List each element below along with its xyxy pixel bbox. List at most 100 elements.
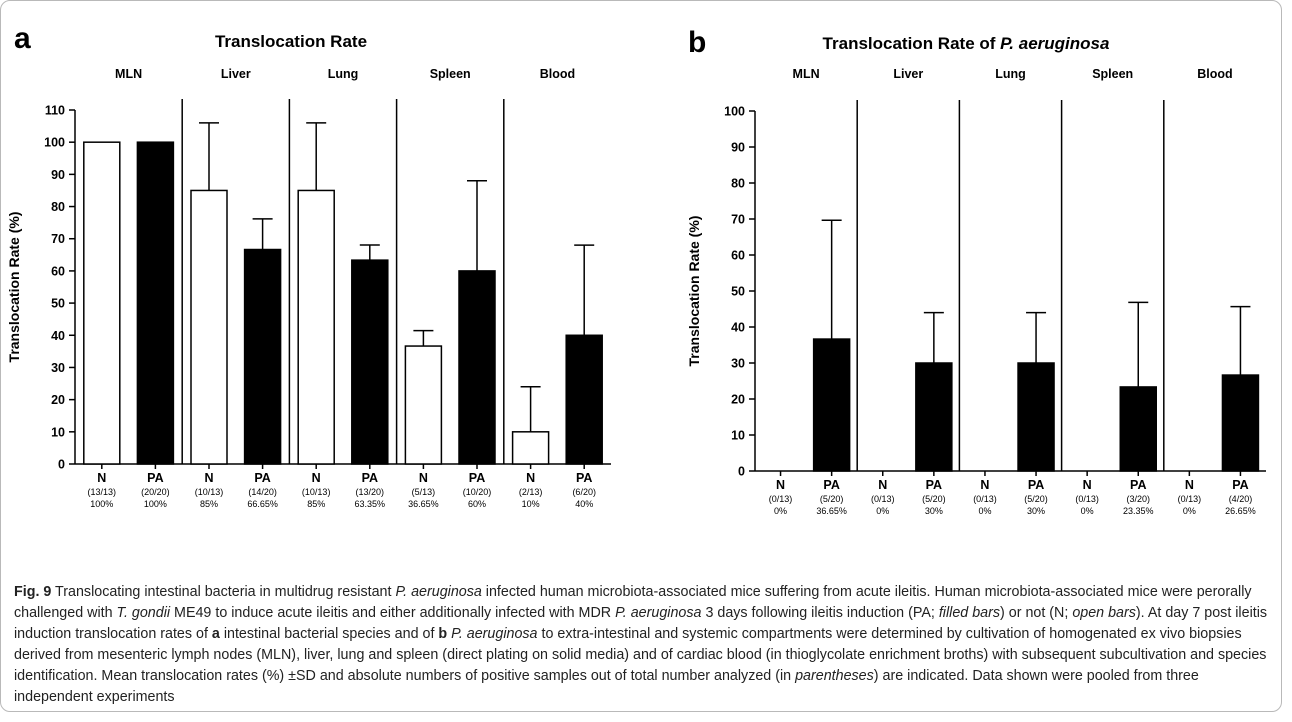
caption-text: 3 days following ileitis induction (PA;	[701, 605, 939, 621]
group-header: Lung	[995, 67, 1026, 81]
x-count-label: (0/13)	[871, 494, 895, 504]
y-tick-label: 80	[731, 177, 745, 191]
x-tick-label: PA	[926, 478, 942, 492]
caption-italic: parentheses	[795, 668, 874, 684]
x-percent-label: 85%	[307, 499, 325, 509]
caption-text: ). At day 7 post ileitis induction trans…	[14, 605, 1268, 642]
y-tick-label: 70	[731, 213, 745, 227]
y-tick-label: 100	[724, 105, 745, 119]
bar	[812, 338, 851, 472]
group-header: Liver	[893, 67, 923, 81]
panel-a-chart: Translocation Rate (%) 0 10 20 30 40 50 60 70 80 9…	[8, 67, 611, 509]
figure-svg: a Translocation Rate Translocation Rate …	[8, 22, 1266, 516]
x-count-label: (0/13)	[973, 494, 997, 504]
y-tick-label: 20	[51, 393, 65, 407]
caption-italic: P. aeruginosa	[395, 584, 482, 600]
x-count-label: (5/20)	[820, 494, 844, 504]
x-tick-label: N	[526, 471, 535, 485]
panel-b-letter: b	[688, 26, 706, 59]
caption-italic: open bars	[1072, 605, 1136, 621]
x-percent-label: 30%	[925, 506, 943, 516]
y-tick-label: 10	[51, 425, 65, 439]
bar	[1221, 374, 1260, 472]
bar	[1119, 386, 1157, 472]
y-tick-label: 60	[731, 249, 745, 263]
x-percent-label: 0%	[774, 506, 787, 516]
figure-caption: Fig. 9 Translocating intestinal bacteria…	[14, 582, 1272, 708]
bar	[511, 431, 550, 465]
bar	[136, 141, 175, 465]
y-tick-label: 40	[731, 321, 745, 335]
x-count-label: (0/13)	[1075, 494, 1099, 504]
caption-text: to extra-intestinal and systemic compart…	[14, 626, 1267, 684]
caption-text: Translocating intestinal bacteria in mul…	[51, 584, 396, 600]
x-tick-label: N	[776, 478, 785, 492]
x-tick-label: PA	[576, 471, 592, 485]
figure-frame	[0, 0, 1282, 712]
caption-text: intestinal bacterial species and of	[219, 626, 439, 642]
x-percent-label: 0%	[1081, 506, 1094, 516]
y-tick-label: 70	[51, 232, 65, 246]
x-tick-label: N	[97, 471, 106, 485]
y-tick-label: 50	[731, 285, 745, 299]
panel-b-title: Translocation Rate of P. aeruginosa	[823, 34, 1110, 53]
y-axis-label: Translocation Rate (%)	[686, 216, 702, 367]
x-tick-label: N	[1185, 478, 1194, 492]
x-percent-label: 36.65%	[816, 506, 847, 516]
caption-italic: P. aeruginosa	[451, 626, 538, 642]
x-count-label: (10/20)	[463, 487, 492, 497]
x-percent-label: 100%	[90, 499, 113, 509]
bar	[565, 334, 603, 465]
y-tick-label: 110	[45, 104, 65, 118]
x-count-label: (14/20)	[248, 487, 277, 497]
x-count-label: (2/13)	[519, 487, 543, 497]
x-percent-label: 63.35%	[355, 499, 386, 509]
panel-a-title: Translocation Rate	[215, 32, 367, 51]
panel-b-title-italic: P. aeruginosa	[1000, 34, 1109, 53]
group-header: MLN	[793, 67, 820, 81]
caption-bold: b	[438, 626, 448, 642]
x-tick-label: PA	[1130, 478, 1146, 492]
y-axis-label: Translocation Rate (%)	[8, 212, 22, 363]
x-percent-label: 0%	[978, 506, 991, 516]
x-percent-label: 66.65%	[247, 499, 278, 509]
x-count-label: (5/20)	[922, 494, 946, 504]
x-tick-label: PA	[1028, 478, 1044, 492]
caption-italic: T. gondii	[116, 605, 171, 621]
group-header: MLN	[115, 67, 142, 81]
bar	[915, 362, 953, 472]
x-percent-label: 10%	[522, 499, 540, 509]
bar	[404, 345, 443, 465]
y-tick-label: 90	[51, 168, 65, 182]
bar	[1017, 362, 1055, 472]
x-tick-label: N	[419, 471, 428, 485]
x-tick-label: PA	[254, 471, 270, 485]
x-percent-label: 0%	[876, 506, 889, 516]
caption-text: ME49 to induce acute ileitis and either …	[170, 605, 616, 621]
panel-b-title-plain: Translocation Rate of	[823, 34, 1001, 53]
x-count-label: (10/13)	[195, 487, 224, 497]
x-tick-label: PA	[147, 471, 163, 485]
y-tick-label: 0	[58, 458, 65, 472]
x-count-label: (4/20)	[1229, 494, 1253, 504]
x-count-label: (20/20)	[141, 487, 170, 497]
group-header: Liver	[221, 67, 251, 81]
x-percent-label: 40%	[575, 499, 593, 509]
x-count-label: (0/13)	[1178, 494, 1202, 504]
group-header: Spleen	[430, 67, 471, 81]
x-percent-label: 23.35%	[1123, 506, 1154, 516]
x-percent-label: 0%	[1183, 506, 1196, 516]
x-tick-label: N	[1083, 478, 1092, 492]
x-tick-label: PA	[469, 471, 485, 485]
y-tick-label: 30	[731, 357, 745, 371]
caption-text: ) are indicated. Data shown were pooled …	[14, 668, 1199, 705]
y-tick-label: 30	[51, 361, 65, 375]
group-header: Spleen	[1092, 67, 1133, 81]
x-count-label: (3/20)	[1126, 494, 1150, 504]
bar	[297, 189, 335, 465]
y-tick-label: 10	[731, 429, 745, 443]
bar	[351, 259, 389, 465]
bar	[83, 141, 121, 465]
x-tick-label: N	[878, 478, 887, 492]
bar	[458, 270, 496, 465]
